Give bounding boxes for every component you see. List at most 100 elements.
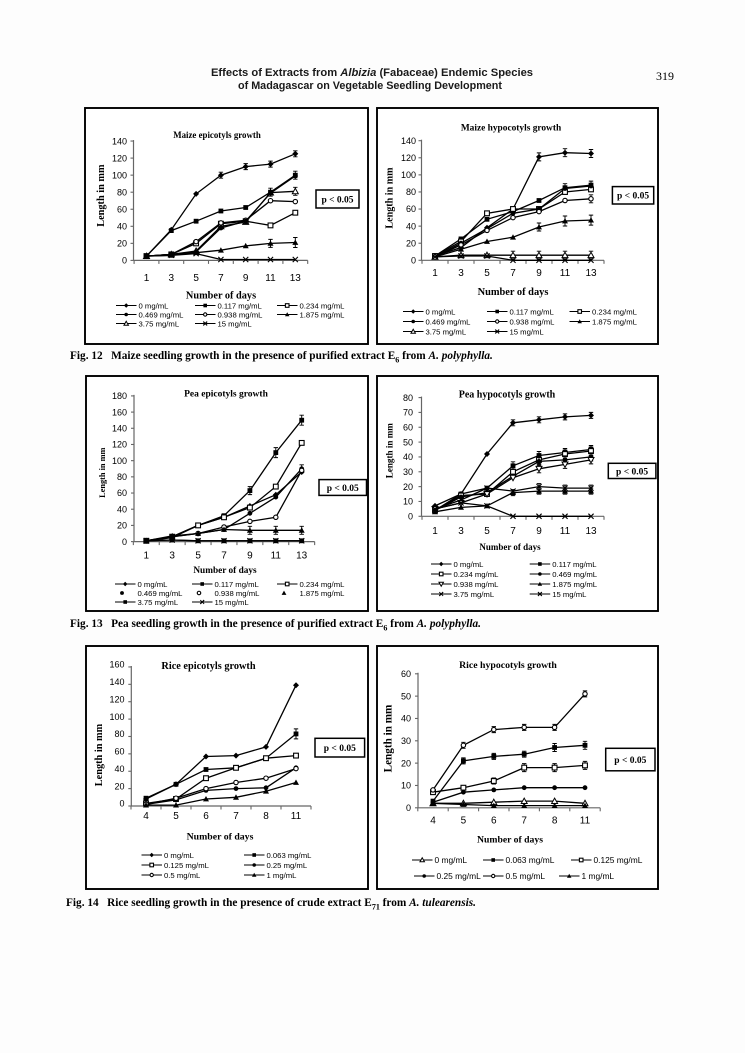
svg-text:3.75 mg/mL: 3.75 mg/mL (454, 590, 495, 599)
svg-text:p < 0.05: p < 0.05 (616, 467, 648, 477)
svg-text:20: 20 (117, 239, 127, 249)
svg-text:11: 11 (291, 811, 302, 822)
svg-text:80: 80 (406, 187, 416, 197)
svg-text:10: 10 (403, 497, 413, 507)
svg-text:0.117 mg/mL: 0.117 mg/mL (552, 560, 597, 569)
svg-text:0.117 mg/mL: 0.117 mg/mL (510, 308, 555, 317)
svg-text:Length in mm: Length in mm (385, 167, 396, 229)
svg-text:1.875 mg/mL: 1.875 mg/mL (300, 311, 346, 320)
svg-text:0.234 mg/mL: 0.234 mg/mL (300, 302, 346, 311)
svg-text:9: 9 (243, 273, 249, 284)
svg-text:Length in mm: Length in mm (385, 423, 395, 478)
svg-text:60: 60 (406, 204, 416, 214)
svg-text:60: 60 (114, 747, 124, 757)
svg-text:10: 10 (401, 781, 411, 791)
svg-text:140: 140 (109, 677, 124, 687)
svg-text:0.5 mg/mL: 0.5 mg/mL (506, 871, 546, 881)
svg-text:7: 7 (521, 816, 527, 827)
svg-text:0.469 mg/mL: 0.469 mg/mL (552, 570, 598, 579)
svg-text:0.469 mg/mL: 0.469 mg/mL (138, 589, 184, 598)
svg-text:100: 100 (112, 456, 127, 466)
svg-text:3: 3 (169, 273, 175, 284)
svg-text:0.938 mg/mL: 0.938 mg/mL (215, 589, 261, 598)
svg-text:Length in mm: Length in mm (98, 447, 107, 497)
svg-text:0 mg/mL: 0 mg/mL (139, 302, 170, 311)
svg-text:13: 13 (290, 273, 302, 284)
svg-text:1: 1 (144, 551, 150, 562)
svg-text:Number of days: Number of days (193, 566, 257, 576)
svg-text:80: 80 (117, 187, 127, 197)
svg-text:0: 0 (122, 537, 127, 547)
svg-text:40: 40 (114, 764, 124, 774)
svg-text:4: 4 (430, 816, 436, 827)
svg-text:5: 5 (461, 816, 467, 827)
svg-text:9: 9 (247, 551, 253, 562)
svg-text:Number of days: Number of days (186, 291, 256, 302)
svg-text:0 mg/mL: 0 mg/mL (426, 308, 457, 317)
svg-text:11: 11 (560, 268, 571, 279)
svg-text:Rice hypocotyls growth: Rice hypocotyls growth (459, 660, 557, 671)
svg-text:4: 4 (143, 811, 149, 822)
svg-text:60: 60 (117, 488, 127, 498)
svg-text:60: 60 (401, 669, 411, 679)
svg-text:p < 0.05: p < 0.05 (617, 192, 649, 202)
svg-text:1 mg/mL: 1 mg/mL (267, 871, 298, 880)
svg-text:0 mg/mL: 0 mg/mL (454, 560, 485, 569)
svg-text:0.063 mg/mL: 0.063 mg/mL (267, 851, 313, 860)
svg-text:80: 80 (117, 472, 127, 482)
svg-text:80: 80 (114, 729, 124, 739)
svg-text:5: 5 (173, 811, 179, 822)
svg-text:11: 11 (580, 816, 591, 827)
svg-text:1.875 mg/mL: 1.875 mg/mL (552, 580, 598, 589)
svg-text:15 mg/mL: 15 mg/mL (552, 590, 587, 599)
svg-text:100: 100 (112, 170, 127, 180)
svg-text:0.25 mg/mL: 0.25 mg/mL (437, 871, 482, 881)
svg-text:7: 7 (218, 273, 224, 284)
svg-text:15 mg/mL: 15 mg/mL (510, 328, 545, 337)
svg-text:180: 180 (112, 391, 127, 401)
svg-text:1.875 mg/mL: 1.875 mg/mL (300, 589, 346, 598)
svg-text:3.75 mg/mL: 3.75 mg/mL (426, 328, 467, 337)
svg-text:Maize hypocotyls growth: Maize hypocotyls growth (461, 124, 562, 134)
svg-text:5: 5 (195, 551, 201, 562)
svg-text:13: 13 (296, 551, 308, 562)
svg-text:8: 8 (263, 811, 269, 822)
svg-text:11: 11 (265, 273, 276, 284)
svg-text:50: 50 (401, 691, 411, 701)
svg-text:8: 8 (552, 816, 558, 827)
svg-text:0.469 mg/mL: 0.469 mg/mL (426, 318, 472, 327)
svg-text:0 mg/mL: 0 mg/mL (435, 855, 468, 865)
svg-text:3.75 mg/mL: 3.75 mg/mL (139, 320, 180, 329)
svg-text:20: 20 (406, 238, 416, 248)
svg-text:0.469 mg/mL: 0.469 mg/mL (139, 311, 185, 320)
svg-text:0.117 mg/mL: 0.117 mg/mL (218, 302, 263, 311)
svg-text:0.125 mg/mL: 0.125 mg/mL (164, 861, 210, 870)
svg-text:0 mg/mL: 0 mg/mL (164, 851, 195, 860)
svg-text:0.234 mg/mL: 0.234 mg/mL (300, 580, 346, 589)
svg-text:1: 1 (432, 526, 438, 537)
svg-text:p < 0.05: p < 0.05 (327, 484, 359, 494)
svg-text:3.75 mg/mL: 3.75 mg/mL (138, 598, 179, 607)
svg-text:11: 11 (560, 526, 571, 537)
svg-text:0: 0 (119, 799, 124, 809)
svg-text:6: 6 (203, 811, 209, 822)
svg-text:Length in mm: Length in mm (94, 723, 105, 786)
svg-text:120: 120 (112, 153, 127, 163)
svg-text:Maize epicotyls growth: Maize epicotyls growth (173, 130, 261, 140)
svg-text:3: 3 (169, 551, 175, 562)
svg-text:3: 3 (458, 268, 464, 279)
svg-text:60: 60 (117, 204, 127, 214)
svg-text:0.938 mg/mL: 0.938 mg/mL (218, 311, 264, 320)
svg-text:100: 100 (401, 170, 416, 180)
svg-text:1.875 mg/mL: 1.875 mg/mL (592, 318, 638, 327)
svg-text:0.5 mg/mL: 0.5 mg/mL (164, 871, 201, 880)
svg-text:120: 120 (401, 153, 416, 163)
svg-text:p < 0.05: p < 0.05 (614, 756, 646, 766)
svg-text:Number of days: Number of days (187, 832, 254, 843)
svg-text:0.938 mg/mL: 0.938 mg/mL (510, 318, 556, 327)
svg-text:Pea epicotyls growth: Pea epicotyls growth (184, 390, 268, 400)
svg-text:1: 1 (144, 273, 150, 284)
svg-text:p < 0.05: p < 0.05 (321, 195, 353, 205)
svg-text:p < 0.05: p < 0.05 (324, 744, 356, 754)
svg-text:0: 0 (122, 256, 127, 266)
